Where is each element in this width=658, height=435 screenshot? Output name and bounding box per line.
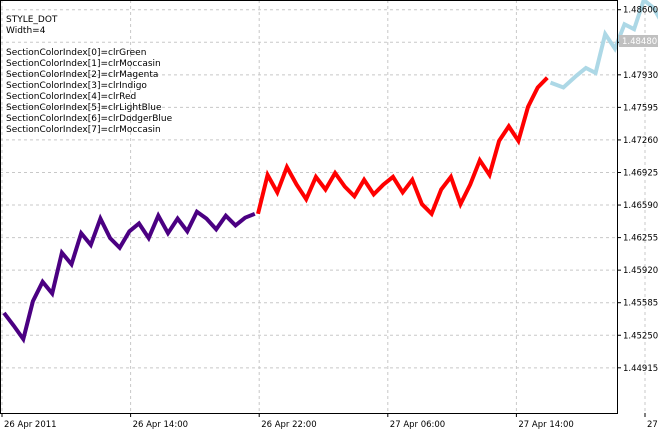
y-tick-label: 1.46255 [623, 234, 658, 244]
plot-frame [0, 0, 618, 414]
x-tick-label: 27 Apr 14:00 [518, 420, 573, 430]
legend-entry-1: SectionColorIndex[1]=clrMoccasin [6, 59, 161, 69]
width-label: Width=4 [6, 26, 46, 36]
style-label: STYLE_DOT [6, 15, 58, 25]
y-tick-label: 1.46925 [623, 168, 658, 178]
y-tick-label: 1.48600 [623, 6, 658, 16]
legend-entry-0: SectionColorIndex[0]=clrGreen [6, 48, 147, 58]
y-tick-label: 1.47930 [623, 71, 658, 81]
price-scale: 1.486001.482651.479301.475951.472601.469… [617, 6, 658, 374]
grid [0, 0, 646, 413]
legend-entry-7: SectionColorIndex[7]=clrMoccasin [6, 125, 161, 135]
x-tick-label: 27 Apr 06:00 [390, 420, 445, 430]
series-line [256, 76, 549, 218]
axes [0, 0, 618, 414]
series-line [2, 208, 256, 344]
y-tick-label: 1.45920 [623, 266, 658, 276]
y-tick-label: 1.46590 [623, 201, 658, 211]
series-group [2, 0, 658, 344]
legend-entry-5: SectionColorIndex[5]=clrLightBlue [6, 103, 162, 113]
x-tick-label: 26 Apr 14:00 [133, 420, 188, 430]
time-scale: 26 Apr 2011 26 Apr 14:00 26 Apr 22:00 27 Ap… [1, 413, 658, 430]
current-price-label: 1.48480 [622, 37, 657, 47]
series-line [549, 0, 658, 90]
y-tick-label: 1.44915 [623, 364, 658, 374]
legend-entry-2: SectionColorIndex[2]=clrMagenta [6, 70, 159, 80]
y-tick-label: 1.47595 [623, 103, 658, 113]
x-tick-label: 27 Apr 22:00 [647, 420, 658, 430]
x-tick-label: 26 Apr 22:00 [261, 420, 316, 430]
current-price-marker: 1.48480 [619, 35, 658, 47]
current-price-box [619, 35, 658, 47]
legend-entry-4: SectionColorIndex[4]=clrRed [6, 92, 137, 102]
legend-entry-3: SectionColorIndex[3]=clrIndigo [6, 81, 147, 91]
x-tick-label: 26 Apr 2011 [4, 420, 57, 430]
y-tick-label: 1.45585 [623, 299, 658, 309]
legend-entry-6: SectionColorIndex[6]=clrDodgerBlue [6, 114, 173, 124]
y-tick-label: 1.47260 [623, 136, 658, 146]
y-tick-label: 1.45250 [623, 331, 658, 341]
